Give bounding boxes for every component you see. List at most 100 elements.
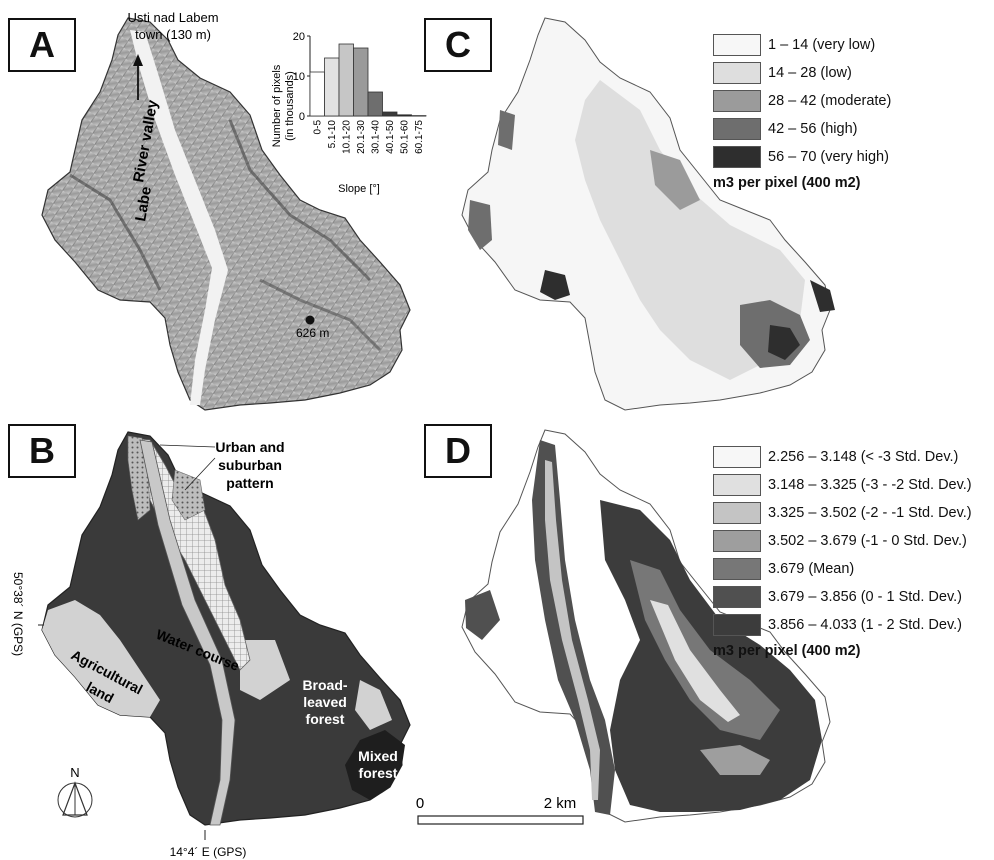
- scale-bar-end: 2 km: [544, 795, 577, 812]
- hist-x-tick-label: 60.1-75: [414, 120, 425, 154]
- panel-a-north-arrow-head: [133, 54, 143, 66]
- panel-d-legend-item: 3.325 – 3.502 (-2 - -1 Std. Dev.): [713, 499, 972, 527]
- panel-b-mixed-label-2: forest: [359, 765, 398, 781]
- hist-x-tick-label: 20.1-30: [356, 120, 367, 154]
- panel-d-legend-item: 3.148 – 3.325 (-3 - -2 Std. Dev.): [713, 471, 972, 499]
- panel-d-east-light-2: [700, 745, 770, 775]
- hist-y-tick-label: 20: [293, 31, 305, 43]
- panel-d-legend-label: 3.148 – 3.325 (-3 - -2 Std. Dev.): [768, 477, 972, 493]
- panel-d-legend-label: 3.679 (Mean): [768, 561, 855, 577]
- panel-d-legend-item: 2.256 – 3.148 (< -3 Std. Dev.): [713, 443, 972, 471]
- hist-ylabel-1: Number of pixels: [271, 64, 283, 147]
- panel-d-legend-swatch: [713, 502, 761, 524]
- panel-d-legend-label: 3.679 – 3.856 (0 - 1 Std. Dev.): [768, 589, 962, 605]
- panel-b-water-course: [139, 439, 236, 826]
- panel-b-broad-label-1: Broad-: [302, 677, 347, 693]
- panel-b-urban-label-1: Urban and: [215, 439, 284, 455]
- hist-x-tick-label: 40.1-50: [385, 120, 396, 154]
- panel-c-veryhigh-zone-2: [540, 270, 570, 300]
- panel-a-peak-label: 626 m: [296, 326, 329, 340]
- panel-c-legend-swatch: [713, 118, 761, 140]
- panel-b-agri-land-3: [355, 680, 392, 730]
- slope-histogram: Number of pixels (in thousands) Slope [°…: [271, 31, 427, 195]
- panel-d-legend-label: 3.856 – 4.033 (1 - 2 Std. Dev.): [768, 617, 962, 633]
- panel-b-letter: B: [8, 424, 76, 478]
- panel-b-urban-leader-1: [159, 444, 216, 448]
- panel-c-legend-swatch: [713, 146, 761, 168]
- hist-ylabel-2: (in thousands): [284, 71, 296, 141]
- panel-c-legend-item: 56 – 70 (very high): [713, 143, 891, 171]
- panel-c-high-zone-2: [468, 200, 492, 250]
- panel-d-legend-swatch: [713, 614, 761, 636]
- panel-b-broad-label-2: leaved: [303, 694, 347, 710]
- panel-c-legend-label: 56 – 70 (very high): [768, 149, 889, 165]
- panel-d-east-light: [650, 600, 740, 722]
- hist-xlabel: Slope [°]: [338, 183, 380, 195]
- panel-a-town-label-2: town (130 m): [135, 27, 211, 42]
- panel-c-legend-swatch: [713, 34, 761, 56]
- scale-bar: 0 2 km: [416, 795, 584, 825]
- panel-c-legend-item: 42 – 56 (high): [713, 115, 891, 143]
- panel-b-mixed-forest: [345, 730, 405, 800]
- panel-c-legend-swatch: [713, 90, 761, 112]
- panel-d-west-spur: [465, 590, 500, 640]
- panel-d-legend-swatch: [713, 586, 761, 608]
- panel-d-legend-swatch: [713, 530, 761, 552]
- panel-d-valley-band-west-light: [545, 460, 600, 800]
- panel-c-legend-unit: m3 per pixel (400 m2): [713, 175, 861, 191]
- panel-c-legend-label: 28 – 42 (moderate): [768, 93, 892, 109]
- panel-b-lat-label: 50°38´ N (GPS): [11, 572, 25, 656]
- panel-d-legend-unit: m3 per pixel (400 m2): [713, 643, 861, 659]
- hist-x-tick-label: 5.1-10: [327, 120, 338, 149]
- panel-a-ridge-1: [69, 173, 162, 291]
- panel-a-river-valley: [130, 30, 228, 405]
- panel-c-legend-label: 14 – 28 (low): [768, 65, 852, 81]
- panel-d-legend-item: 3.679 (Mean): [713, 555, 972, 583]
- panel-a-peak-marker: [305, 315, 315, 325]
- panel-b-mixed-label-1: Mixed: [358, 748, 398, 764]
- hist-y-tick-label: 0: [299, 111, 305, 123]
- panel-d-legend-item: 3.856 – 4.033 (1 - 2 Std. Dev.): [713, 611, 972, 639]
- panel-c-legend-label: 1 – 14 (very low): [768, 37, 876, 53]
- hist-bar: [367, 91, 383, 117]
- panel-d-legend-item: 3.502 – 3.679 (-1 - 0 Std. Dev.): [713, 527, 972, 555]
- panel-d-legend-swatch: [713, 446, 761, 468]
- panel-c-veryhigh-zone-3: [810, 280, 835, 312]
- hist-x-tick-label: 10.1-20: [341, 120, 352, 154]
- panel-c-veryhigh-zone-1: [768, 325, 800, 360]
- panel-c-legend-swatch: [713, 62, 761, 84]
- panel-b-broad-label-3: forest: [306, 711, 345, 727]
- panel-c-legend: 1 – 14 (very low) 14 – 28 (low) 28 – 42 (m…: [713, 31, 891, 191]
- panel-d-legend-label: 3.502 – 3.679 (-1 - 0 Std. Dev.): [768, 533, 967, 549]
- panel-a-town-label-1: Usti nad Labem: [127, 10, 218, 25]
- panel-d-letter: D: [424, 424, 492, 478]
- panel-b-lon-label: 14°4´ E (GPS): [170, 845, 247, 859]
- panel-c-legend-item: 1 – 14 (very low): [713, 31, 891, 59]
- hist-bar: [382, 111, 398, 117]
- hist-plot-area: 0 10 20 0-5 5.1-10 10.1-20 20.1-30 30.1-40 40.1-…: [293, 31, 427, 154]
- panel-a-ridge-2: [228, 119, 372, 282]
- panel-c-legend-label: 42 – 56 (high): [768, 121, 858, 137]
- panel-d-legend-swatch: [713, 474, 761, 496]
- hist-x-tick-label: 30.1-40: [370, 120, 381, 154]
- panel-a-letter: A: [8, 18, 76, 72]
- panel-a-ridge-3: [259, 278, 382, 352]
- panel-d-legend-label: 2.256 – 3.148 (< -3 Std. Dev.): [768, 449, 959, 465]
- panel-c-legend-item: 28 – 42 (moderate): [713, 87, 891, 115]
- panel-c-moderate-zone: [650, 150, 700, 210]
- hist-y-tick-label: 10: [293, 71, 305, 83]
- panel-d-legend: 2.256 – 3.148 (< -3 Std. Dev.) 3.148 – 3.…: [713, 443, 972, 659]
- panel-b-agri-land-2: [240, 640, 290, 700]
- hist-bar: [353, 47, 369, 117]
- scale-bar-rect: [417, 815, 584, 825]
- panel-d-legend-label: 3.325 – 3.502 (-2 - -1 Std. Dev.): [768, 505, 972, 521]
- panel-c-high-zone-3: [498, 110, 515, 150]
- scale-bar-start: 0: [416, 795, 424, 812]
- panel-b-urban-label-3: pattern: [226, 475, 273, 491]
- panel-d-legend-swatch: [713, 558, 761, 580]
- hist-x-tick-label: 50.1-60: [399, 120, 410, 154]
- hist-x-tick-label: 0-5: [312, 120, 323, 135]
